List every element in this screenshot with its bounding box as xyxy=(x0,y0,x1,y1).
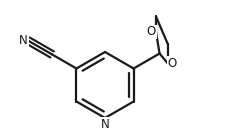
Text: N: N xyxy=(101,118,109,131)
Text: O: O xyxy=(147,25,156,38)
Text: N: N xyxy=(19,34,28,47)
Text: O: O xyxy=(168,57,177,70)
